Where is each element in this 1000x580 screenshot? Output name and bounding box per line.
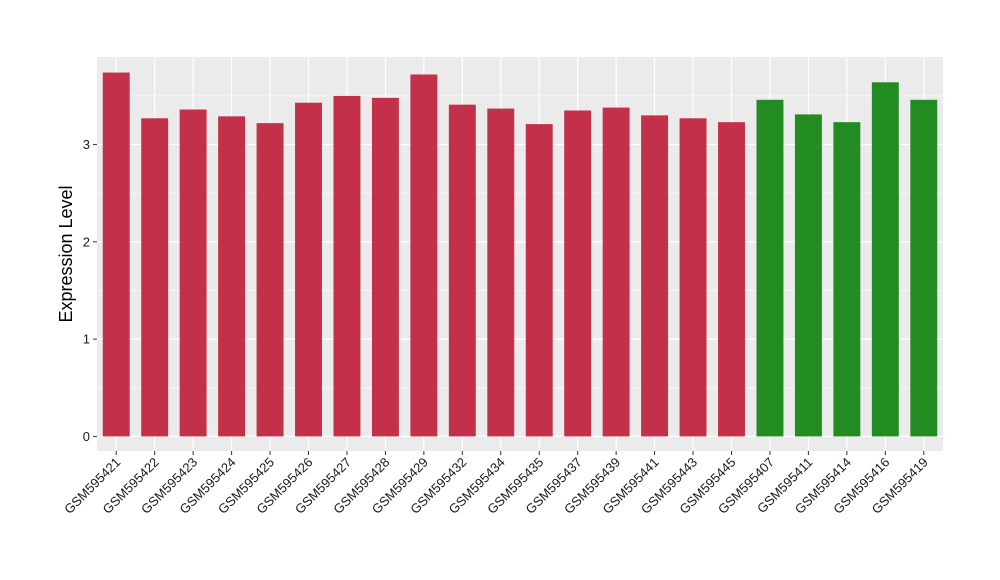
bar-GSM595416 bbox=[871, 82, 899, 437]
bar-GSM595427 bbox=[333, 95, 361, 437]
bar-GSM595439 bbox=[602, 107, 630, 437]
bar-GSM595424 bbox=[218, 116, 246, 437]
bar-GSM595435 bbox=[525, 124, 553, 437]
y-tick-label: 1 bbox=[83, 332, 90, 347]
bar-GSM595428 bbox=[371, 97, 399, 437]
bar-GSM595437 bbox=[564, 110, 592, 437]
bar-GSM595414 bbox=[833, 122, 861, 437]
bar-GSM595422 bbox=[141, 118, 169, 437]
bar-GSM595426 bbox=[295, 102, 322, 437]
bar-GSM595434 bbox=[487, 108, 515, 437]
y-tick-label: 2 bbox=[83, 234, 90, 249]
bars bbox=[102, 72, 938, 437]
bar-GSM595443 bbox=[679, 118, 707, 437]
bar-GSM595421 bbox=[102, 72, 130, 437]
bar-GSM595423 bbox=[179, 109, 207, 437]
x-axis: GSM595421GSM595422GSM595423GSM595424GSM5… bbox=[61, 451, 931, 517]
bar-GSM595419 bbox=[910, 99, 938, 437]
bar-GSM595432 bbox=[448, 104, 476, 437]
bar-GSM595407 bbox=[756, 99, 784, 437]
y-axis-title: Expression Level bbox=[56, 185, 76, 322]
bar-GSM595429 bbox=[410, 74, 438, 437]
bar-GSM595425 bbox=[256, 123, 284, 437]
bar-GSM595411 bbox=[794, 114, 822, 437]
bar-GSM595445 bbox=[718, 122, 745, 437]
y-tick-label: 0 bbox=[83, 429, 90, 444]
y-axis: 0 1 2 3 bbox=[83, 137, 97, 444]
bar-GSM595441 bbox=[641, 115, 669, 437]
y-tick-label: 3 bbox=[83, 137, 90, 152]
